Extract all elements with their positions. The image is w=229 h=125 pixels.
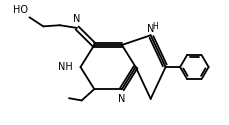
Text: N: N [73, 14, 80, 24]
Text: NH: NH [57, 62, 72, 72]
Text: N: N [118, 94, 125, 104]
Text: N: N [146, 24, 154, 34]
Text: HO: HO [13, 5, 28, 15]
Text: H: H [151, 22, 157, 31]
